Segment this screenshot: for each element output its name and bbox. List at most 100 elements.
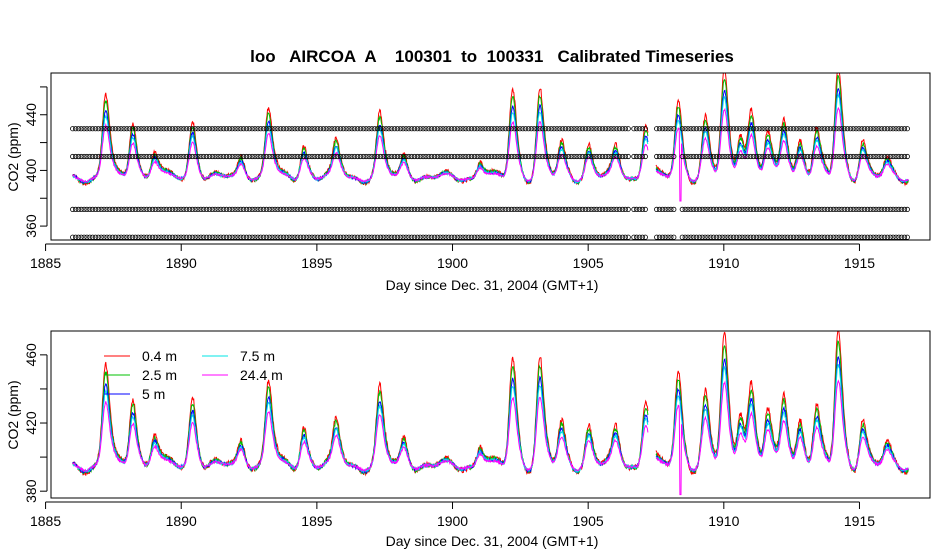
calibration-point (799, 126, 805, 132)
calibration-point (457, 234, 463, 240)
calibration-point (326, 153, 332, 160)
calibration-point (400, 153, 406, 160)
calibration-point (540, 234, 546, 240)
calibration-point (218, 153, 224, 160)
calibration-point (226, 126, 232, 132)
legend: 0.4 m 2.5 m 5 m 7.5 m 24.4 m (104, 348, 283, 402)
calibration-point (807, 126, 814, 132)
calibration-point (833, 234, 839, 240)
calibration-point (386, 153, 392, 160)
calibration-point (343, 234, 349, 240)
calibration-point (118, 206, 124, 212)
calibration-point (354, 153, 361, 160)
calibration-point (608, 206, 614, 212)
calibration-point (531, 206, 537, 212)
calibration-point (172, 206, 178, 212)
calibration-point (639, 153, 646, 160)
calibration-point (864, 126, 871, 132)
calibration-point (827, 153, 834, 160)
calibration-point (428, 126, 435, 132)
calibration-point (616, 234, 623, 240)
calibration-point (249, 126, 255, 132)
calibration-point (312, 206, 318, 212)
calibration-point (229, 206, 235, 212)
calibration-point (861, 234, 868, 240)
calibration-point (816, 206, 822, 212)
calibration-point (890, 206, 896, 212)
calibration-point (554, 234, 560, 240)
calibration-point (574, 234, 580, 240)
calibration-point (98, 126, 104, 132)
calibration-point (485, 234, 492, 240)
calibration-point (819, 153, 825, 160)
calibration-point (295, 206, 301, 212)
bottom-x-tick-label: 1905 (573, 513, 604, 529)
calibration-point (728, 206, 734, 212)
calibration-point (397, 206, 403, 212)
calibration-point (431, 126, 438, 132)
calibration-point (343, 206, 349, 212)
calibration-point (793, 126, 799, 132)
calibration-point (312, 153, 318, 160)
calibration-point (366, 126, 372, 132)
calibration-point (753, 234, 760, 240)
calibration-point (736, 234, 742, 240)
calibration-point (463, 206, 469, 212)
calibration-point (380, 153, 386, 160)
calibration-point (579, 206, 586, 212)
calibration-point (844, 206, 851, 212)
calibration-point (696, 126, 703, 132)
calibration-point (477, 126, 483, 132)
calibration-point (377, 234, 383, 240)
calibration-point (309, 234, 315, 240)
calibration-point (699, 234, 705, 240)
calibration-point (323, 206, 329, 212)
calibration-point (793, 206, 799, 212)
calibration-point (124, 234, 130, 240)
calibration-point (597, 234, 603, 240)
calibration-point (699, 126, 705, 132)
calibration-point (756, 206, 762, 212)
calibration-point (682, 234, 688, 240)
calibration-point (178, 126, 184, 132)
calibration-point (671, 206, 677, 212)
calibration-point (659, 153, 666, 160)
calibration-point (767, 206, 774, 212)
calibration-point (377, 206, 383, 212)
calibration-point (309, 126, 315, 132)
calibration-point (659, 234, 666, 240)
calibration-point (682, 206, 688, 212)
bottom-x-tick-label: 1885 (30, 513, 61, 529)
calibration-point (545, 153, 552, 160)
calibration-point (300, 153, 306, 160)
calibration-point (397, 234, 403, 240)
calibration-point (132, 153, 138, 160)
calibration-point (303, 234, 309, 240)
calibration-point (665, 153, 671, 160)
calibration-point (577, 206, 583, 212)
calibration-point (597, 153, 603, 160)
calibration-point (448, 126, 455, 132)
calibration-point (440, 126, 446, 132)
calibration-point (110, 153, 116, 160)
calibration-point (836, 206, 842, 212)
calibration-point (164, 234, 170, 240)
calibration-point (864, 234, 871, 240)
top-y-tick-label: 360 (23, 214, 39, 238)
calibration-point (428, 234, 435, 240)
calibration-point (608, 234, 614, 240)
calibration-point (110, 234, 116, 240)
calibration-point (235, 234, 241, 240)
calibration-point (249, 234, 255, 240)
calibration-point (235, 153, 241, 160)
calibration-point (155, 153, 161, 160)
calibration-point (332, 126, 338, 132)
calibration-point (710, 126, 717, 132)
calibration-point (867, 153, 873, 160)
calibration-point (873, 153, 879, 160)
calibration-point (494, 206, 500, 212)
calibration-point (839, 153, 845, 160)
calibration-point (349, 126, 355, 132)
calibration-point (320, 126, 326, 132)
calibration-point (471, 234, 477, 240)
